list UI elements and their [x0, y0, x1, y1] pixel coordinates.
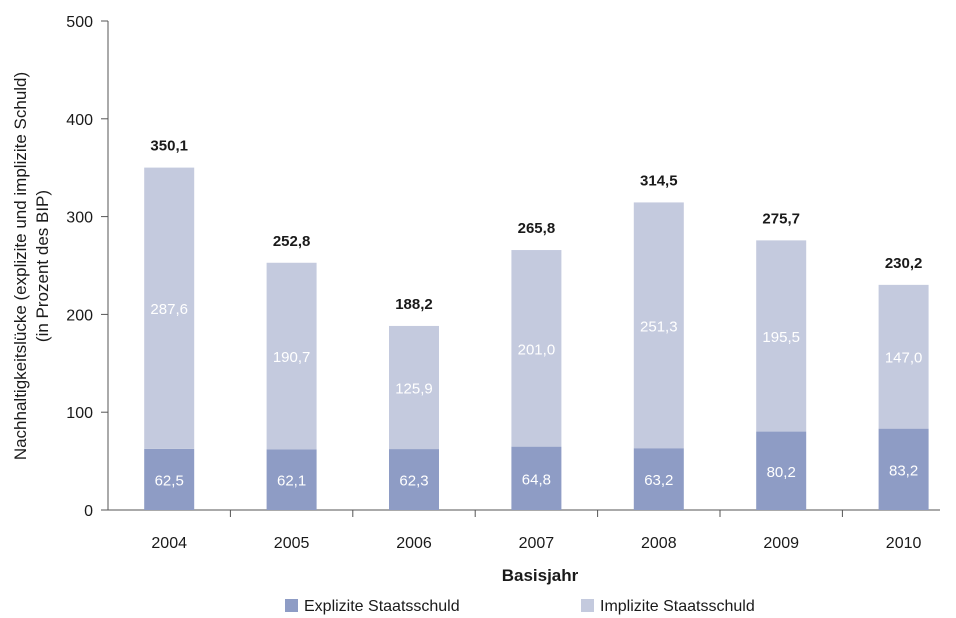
y-tick-label: 0: [84, 503, 93, 520]
y-tick-label: 400: [66, 112, 93, 129]
legend-item-implizite-swatch: [581, 599, 594, 612]
data-label-implizite: 147,0: [885, 350, 923, 367]
data-label-explizite: 62,5: [155, 472, 184, 489]
legend-item-explizite-swatch: [285, 599, 298, 612]
data-label-implizite: 287,6: [150, 301, 188, 318]
data-label-implizite: 201,0: [518, 341, 556, 358]
legend: Explizite Staatsschuld Implizite Staatssc…: [285, 598, 755, 615]
bar-implizite-2004: [144, 167, 195, 449]
x-axis-title: Basisjahr: [502, 566, 579, 585]
y-tick-label: 200: [66, 307, 93, 324]
total-label: 252,8: [273, 233, 311, 250]
data-label-implizite: 195,5: [762, 329, 800, 346]
bar-explizite-2009: [756, 431, 807, 510]
total-label: 230,2: [885, 255, 923, 272]
y-tick-label: 500: [66, 14, 93, 31]
legend-item-implizite-label: Implizite Staatsschuld: [600, 598, 755, 615]
y-tick-label: 100: [66, 405, 93, 422]
bar-explizite-2010: [878, 428, 929, 510]
total-label: 265,8: [518, 220, 556, 237]
axes: 0 100 200 300 400 500: [66, 14, 940, 520]
bar-implizite-2008: [633, 202, 684, 449]
x-tick-label: 2006: [396, 535, 432, 552]
data-label-explizite: 62,3: [399, 473, 428, 490]
y-axis-title-line1: Nachhaltigkeitslücke (explizite und impl…: [11, 72, 30, 460]
total-label: 275,7: [762, 210, 800, 227]
data-label-implizite: 251,3: [640, 318, 678, 335]
bar-explizite-2004: [144, 448, 195, 510]
bar-implizite-2010: [878, 284, 929, 429]
data-label-explizite: 83,2: [889, 462, 918, 479]
bar-explizite-2008: [633, 448, 684, 510]
bar-implizite-2006: [389, 325, 439, 450]
total-label: 314,5: [640, 172, 678, 189]
data-label-explizite: 63,2: [644, 472, 673, 489]
data-label-explizite: 62,1: [277, 473, 306, 490]
data-label-implizite: 190,7: [273, 349, 311, 366]
total-label: 188,2: [395, 296, 433, 313]
data-label-implizite: 125,9: [395, 381, 433, 398]
bar-explizite-2005: [266, 449, 317, 510]
y-tick-label: 300: [66, 210, 93, 227]
bar-explizite-2007: [511, 446, 562, 510]
bars: [144, 167, 929, 510]
x-tick-label: 2010: [886, 535, 922, 552]
data-label-explizite: 64,8: [522, 471, 551, 488]
total-label: 350,1: [150, 138, 188, 155]
bar-explizite-2006: [389, 449, 439, 510]
data-label-explizite: 80,2: [767, 464, 796, 481]
x-tick-label: 2008: [641, 535, 677, 552]
y-axis-title: Nachhaltigkeitslücke (explizite und impl…: [11, 72, 52, 460]
labels: 62,5 287,6 350,1 2004 62,1 190,7 252,8 2005 62,3…: [150, 138, 922, 552]
x-tick-label: 2005: [274, 535, 310, 552]
x-tick-label: 2009: [763, 535, 799, 552]
x-tick-label: 2007: [519, 535, 555, 552]
bar-implizite-2007: [511, 250, 562, 447]
bar-implizite-2005: [266, 262, 317, 450]
y-axis-title-line2: (in Prozent des BIP): [33, 190, 52, 342]
x-tick-label: 2004: [151, 535, 187, 552]
bar-implizite-2009: [756, 240, 807, 432]
legend-item-explizite-label: Explizite Staatsschuld: [304, 598, 460, 615]
